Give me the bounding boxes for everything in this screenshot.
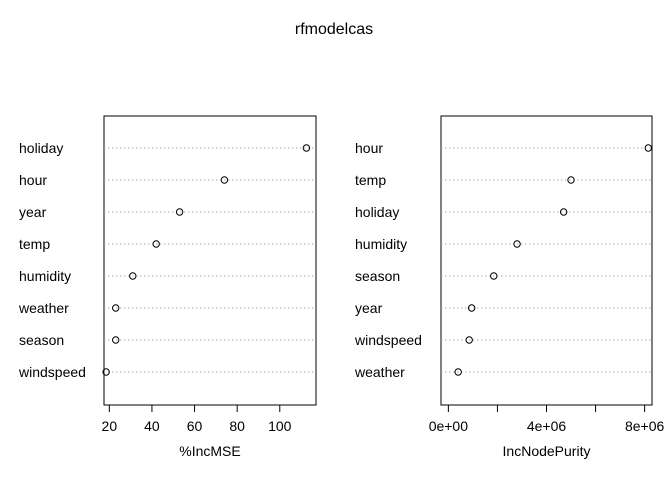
data-point (129, 272, 137, 280)
data-point (302, 144, 311, 152)
data-point (490, 272, 498, 280)
data-point (175, 208, 184, 216)
row-label: season (355, 268, 400, 284)
plot-frame (103, 115, 317, 406)
data-point (112, 336, 120, 344)
row-label: temp (355, 172, 386, 188)
plot-frame (440, 115, 653, 406)
x-axis-title: IncNodePurity (503, 443, 591, 459)
tick-label: 80 (229, 418, 245, 434)
tick-label: 4e+06 (527, 418, 567, 434)
data-point (465, 336, 473, 344)
row-label: holiday (19, 140, 63, 156)
data-point (467, 304, 476, 312)
tick-label: 20 (102, 418, 118, 434)
x-axis-title: %IncMSE (179, 443, 240, 459)
tick-label: 60 (187, 418, 203, 434)
row-label: hour (19, 172, 47, 188)
row-label: season (19, 332, 64, 348)
incnodepurity-panel: hour temp holiday humidity season year windspe… (354, 115, 665, 459)
chart-title: rfmodelcas (295, 21, 373, 38)
row-label: hour (355, 140, 383, 156)
row-label: year (355, 300, 383, 316)
data-point (102, 368, 110, 376)
data-point (152, 240, 160, 248)
tick-label: 100 (268, 418, 292, 434)
data-point (220, 176, 229, 184)
tick-label: 40 (144, 418, 160, 434)
tick-label: 0e+00 (429, 418, 469, 434)
data-point (567, 176, 575, 184)
data-point (559, 208, 568, 216)
row-label: windspeed (354, 332, 422, 348)
incmse-panel: holiday hour year temp humidity weather season… (18, 115, 317, 459)
data-point (513, 240, 521, 248)
data-point (644, 144, 653, 152)
row-label: weather (354, 364, 405, 380)
row-label: humidity (355, 236, 407, 252)
row-label: temp (19, 236, 50, 252)
data-point (112, 304, 120, 312)
row-label: weather (18, 300, 69, 316)
tick-label: 8e+06 (625, 418, 665, 434)
row-label: year (19, 204, 47, 220)
row-label: windspeed (18, 364, 86, 380)
row-label: holiday (355, 204, 399, 220)
row-label: humidity (19, 268, 71, 284)
data-point (454, 368, 462, 376)
